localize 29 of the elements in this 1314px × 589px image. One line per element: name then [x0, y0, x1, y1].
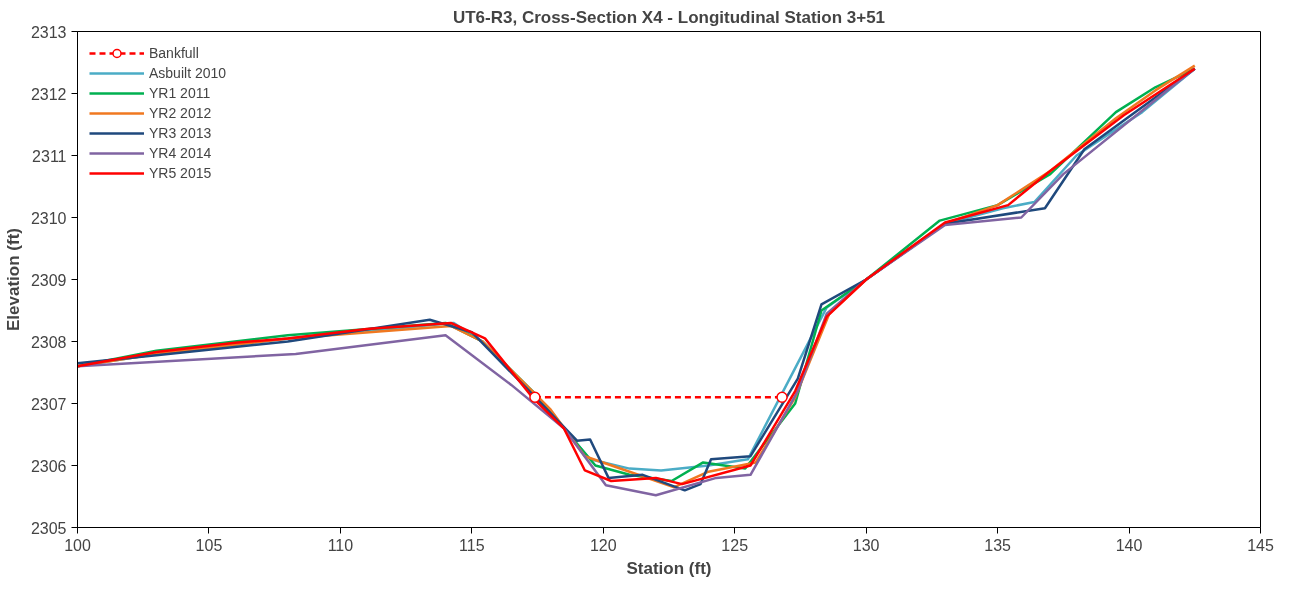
y-tick-label: 2305 [30, 519, 67, 537]
y-tick-label: 2311 [32, 147, 67, 165]
y-axis-title: Elevation (ft) [3, 228, 23, 331]
x-tick-label: 110 [327, 536, 354, 554]
x-axis-title: Station (ft) [626, 558, 712, 578]
x-tick-label: 105 [195, 536, 223, 554]
x-tick-label: 135 [984, 536, 1012, 554]
legend-label: YR3 2013 [149, 125, 212, 141]
legend-label: Asbuilt 2010 [149, 65, 227, 81]
legend-label: YR5 2015 [149, 165, 212, 181]
x-tick-label: 140 [1115, 536, 1143, 554]
y-tick-label: 2310 [30, 209, 67, 227]
legend-label: YR4 2014 [149, 145, 212, 161]
x-tick-label: 130 [852, 536, 880, 554]
x-tick-label: 145 [1247, 536, 1274, 554]
legend-label: YR2 2012 [149, 105, 212, 121]
x-tick-label: 115 [459, 536, 485, 554]
y-tick-label: 2313 [30, 23, 67, 41]
x-tick-label: 120 [589, 536, 617, 554]
y-tick-label: 2308 [30, 333, 67, 351]
x-tick-label: 100 [64, 536, 91, 554]
y-tick-label: 2312 [30, 85, 67, 103]
legend-label: Bankfull [149, 45, 199, 61]
y-tick-label: 2309 [30, 271, 67, 289]
y-tick-label: 2307 [30, 395, 67, 413]
x-tick-label: 125 [721, 536, 749, 554]
legend-label: YR1 2011 [149, 85, 211, 101]
chart-title: UT6-R3, Cross-Section X4 - Longitudinal Station 3+51 [452, 7, 886, 27]
y-tick-label: 2306 [30, 457, 67, 475]
